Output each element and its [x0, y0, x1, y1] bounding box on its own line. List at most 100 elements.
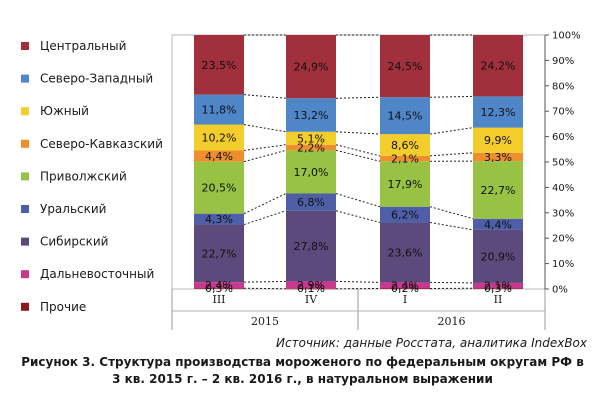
bar-segment [473, 152, 523, 162]
legend-label: Северо-Западный [40, 72, 153, 86]
bar-segment [286, 98, 336, 132]
connector-line [243, 280, 287, 283]
caption-line-1: Рисунок 3. Структура производства мороже… [21, 355, 584, 369]
bar-segment [286, 131, 336, 145]
bar-segment [194, 124, 244, 151]
source-note: Источник: данные Росстата, аналитика Ind… [276, 336, 587, 350]
y-tick-label: 30% [552, 208, 574, 219]
legend-swatch [21, 42, 29, 50]
data-label: 2,1% [484, 280, 512, 293]
bar-segment [380, 206, 430, 223]
legend-label: Уральский [40, 202, 106, 216]
data-label: 10,2% [202, 132, 237, 145]
bar-segment [473, 35, 523, 97]
bar-segment [380, 35, 430, 98]
connector-line [335, 210, 381, 223]
connector-line [243, 210, 287, 226]
bar-segment [286, 144, 336, 151]
legend-label: Южный [40, 104, 89, 118]
connector-line [429, 281, 474, 284]
bar-segment [194, 161, 244, 214]
bar-segment [194, 288, 244, 289]
data-label: 3,3% [484, 151, 512, 164]
bar-segment [473, 127, 523, 153]
bar-segment [380, 161, 430, 207]
legend-swatch [21, 139, 29, 148]
y-tick-label: 0% [552, 285, 568, 296]
y-tick-label: 70% [552, 107, 574, 118]
bar-segment [473, 229, 523, 283]
bar-segment [380, 97, 430, 135]
data-label: 22,7% [202, 247, 237, 260]
caption-line-2: 3 кв. 2015 г. – 2 кв. 2016 г., в натурал… [112, 372, 493, 386]
bar-segment [473, 282, 523, 289]
data-label: 0,1% [297, 282, 325, 295]
data-label: 24,9% [294, 61, 329, 74]
connector-line [243, 149, 287, 163]
legend-label: Северо-Кавказский [40, 137, 163, 151]
figure-caption: Рисунок 3. Структура производства мороже… [0, 354, 605, 388]
legend-swatch [21, 205, 29, 213]
y-tick-label: 100% [552, 31, 581, 42]
y-tick-label: 90% [552, 56, 574, 67]
data-label: 4,4% [205, 150, 233, 163]
data-label: 14,5% [388, 110, 423, 123]
year-group-label: 2016 [438, 315, 466, 328]
data-label: 0,2% [391, 282, 419, 295]
data-label: 5,1% [297, 132, 325, 145]
data-label: 0,3% [205, 282, 233, 295]
legend-swatch [21, 74, 29, 83]
y-tick-label: 20% [552, 234, 574, 245]
bar-segment [194, 213, 244, 225]
legend-label: Дальневосточный [40, 267, 154, 281]
data-label: 2,4% [391, 279, 419, 292]
data-label: 27,8% [294, 240, 329, 253]
data-label: 4,4% [484, 218, 512, 231]
data-label: 6,2% [391, 209, 419, 222]
connector-line [335, 193, 381, 208]
bar-segment [286, 288, 336, 290]
bar-segment [194, 150, 244, 162]
year-group-label: 2015 [251, 315, 279, 328]
connector-line [243, 144, 287, 151]
data-label: 8,6% [391, 139, 419, 152]
connector-line [335, 280, 381, 283]
bar-segment [286, 210, 336, 282]
legend-swatch [21, 107, 29, 116]
bar-segment [194, 224, 244, 283]
x-tick-label: III [212, 293, 225, 306]
bar-segment [473, 161, 523, 219]
bar-segment [194, 35, 244, 95]
bar-segment [286, 35, 336, 99]
legend-label: Приволжский [40, 169, 127, 183]
y-tick-label: 60% [552, 132, 574, 143]
y-tick-label: 10% [552, 259, 574, 270]
y-tick-label: 80% [552, 81, 574, 92]
data-label: 2,2% [297, 142, 325, 155]
connector-line [429, 127, 474, 135]
data-label: 12,3% [481, 106, 516, 119]
legend-swatch [21, 302, 29, 311]
bar-segment [380, 222, 430, 283]
bar-segment [286, 150, 336, 194]
data-label: 9,9% [484, 134, 512, 147]
data-label: 23,6% [388, 246, 423, 259]
connector-line [429, 206, 474, 220]
bar-segment [194, 94, 244, 125]
data-label: 2,1% [391, 153, 419, 166]
data-label: 20,5% [202, 182, 237, 195]
y-tick-label: 50% [552, 158, 574, 169]
data-label: 23,5% [202, 59, 237, 72]
connector-line [429, 221, 474, 231]
data-label: 11,8% [202, 104, 237, 117]
data-label: 2,4% [205, 279, 233, 292]
x-tick-label: I [403, 293, 407, 306]
connector-line [335, 149, 381, 162]
bar-segment [473, 96, 523, 128]
bar-segment [380, 282, 430, 289]
data-label: 13,2% [294, 109, 329, 122]
connector-line [243, 193, 287, 215]
connector-line [335, 144, 381, 157]
bar-segment [380, 155, 430, 162]
